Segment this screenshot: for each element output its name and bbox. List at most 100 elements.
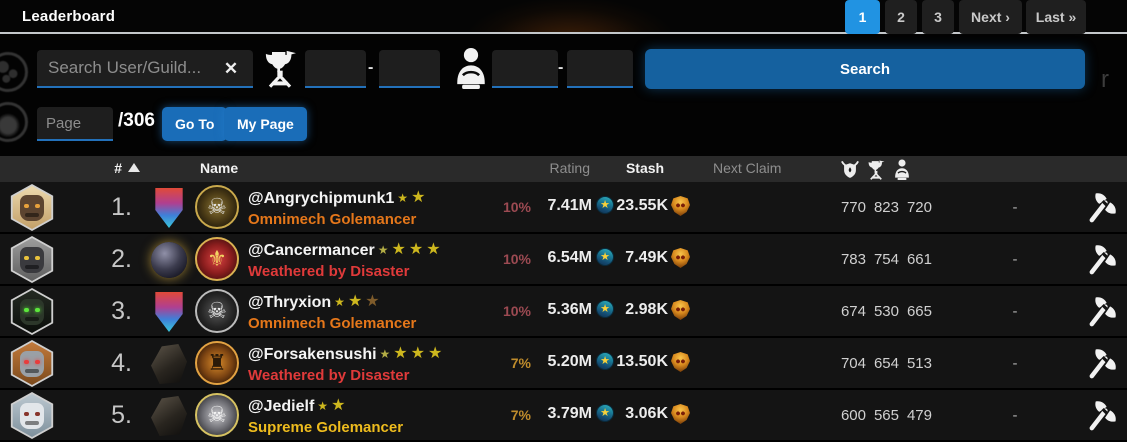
stash-crest-icon [671,248,690,268]
rating-star-icon: ★ [596,352,614,370]
sort-asc-icon[interactable] [128,163,140,172]
star-icon: ★ [331,397,346,414]
username[interactable]: @Forsakensushi [248,346,377,363]
rating-value: 3.79M [547,405,592,422]
my-page-button[interactable]: My Page [224,107,307,141]
guild-crest[interactable]: ☠ [195,393,239,437]
rating-value: 5.36M [547,301,592,318]
column-stash[interactable]: Stash [625,160,665,176]
avatar[interactable] [10,340,54,387]
top-bar: Leaderboard [0,0,1127,34]
star-icon: ★ [379,347,391,361]
total-pages-label: /306 [118,110,155,131]
guild-crest[interactable]: ☠ [195,289,239,333]
page-button-1[interactable]: 1 [845,0,880,34]
next-claim-value: - [1012,355,1018,372]
crest-glyph: ♜ [207,350,227,375]
username[interactable]: @Cancermancer [248,242,375,259]
stat-trophies: 530 [873,303,899,320]
goto-page-button[interactable]: Go To [162,107,228,141]
background-text-fragment: r [1101,66,1109,93]
guild-crest[interactable]: ⚜ [195,237,239,281]
avatar[interactable] [10,392,54,439]
rank-badge [151,344,187,384]
battle-axe-icon[interactable] [1086,244,1117,275]
table-row[interactable]: 4. ♜ @Forsakensushi ★ ★ ★ ★ Weathered by Dis… [0,338,1127,390]
battle-axe-icon[interactable] [1086,348,1117,379]
stat-players: 720 [906,199,932,216]
next-claim-value: - [1012,251,1018,268]
battle-axe-icon[interactable] [1086,296,1117,327]
star-icon: ★ [393,345,408,362]
rating-star-icon: ★ [596,196,614,214]
battle-axe-icon[interactable] [1086,400,1117,431]
background-art [470,0,670,32]
search-button[interactable]: Search [645,49,1085,89]
level-max-input[interactable] [567,50,633,88]
column-name[interactable]: Name [200,160,239,176]
table-row[interactable]: 2. ⚜ @Cancermancer ★ ★ ★ ★ Weathered by Disa… [0,234,1127,286]
avatar[interactable] [10,288,54,335]
last-page-button[interactable]: Last » [1026,0,1086,34]
column-rank[interactable]: # [114,160,122,176]
username[interactable]: @Jedielf [248,398,315,415]
rank-min-input[interactable] [305,50,366,88]
trophy-icon[interactable] [866,159,888,180]
table-row[interactable]: 1. ☠ @Angrychipmunk1 ★ ★ Omnimech Golemanc… [0,182,1127,234]
stash-crest-icon [671,196,690,216]
page-number-input[interactable] [37,107,113,141]
column-rating[interactable]: Rating [549,160,590,176]
rank-number: 2. [111,245,132,273]
player-icon[interactable] [893,159,915,180]
guild-crest[interactable]: ☠ [195,185,239,229]
guild-name[interactable]: Supreme Golemancer [248,419,404,436]
rank-number: 5. [111,401,132,429]
star-icon: ★ [391,241,406,258]
rating-percent: 10% [502,303,531,319]
shield-crossed-swords-icon[interactable] [839,159,861,179]
page-title: Leaderboard [22,8,116,25]
sidebar-orb-icon [0,52,28,92]
stat-players: 479 [906,407,932,424]
username[interactable]: @Thryxion [248,294,332,311]
guild-name[interactable]: Omnimech Golemancer [248,211,417,228]
rank-number: 4. [111,349,132,377]
rank-badge [151,396,187,436]
table-row[interactable]: 5. ☠ @Jedielf ★ ★ Supreme Golemancer 7% 3.… [0,390,1127,442]
guild-crest[interactable]: ♜ [195,341,239,385]
star-icon: ★ [397,191,409,205]
star-icon: ★ [347,293,363,310]
stash-value: 2.98K [625,301,668,318]
page-button-3[interactable]: 3 [922,0,954,34]
next-page-button[interactable]: Next › [959,0,1022,34]
star-icon: ★ [411,189,426,206]
clear-search-icon[interactable]: ✕ [219,57,243,81]
next-claim-value: - [1012,407,1018,424]
guild-name[interactable]: Weathered by Disaster [248,367,410,384]
table-row[interactable]: 3. ☠ @Thryxion ★ ★ ★ Omnimech Golemancer 10… [0,286,1127,338]
rating-star-icon: ★ [596,248,614,266]
avatar[interactable] [10,184,54,231]
page-button-2[interactable]: 2 [885,0,917,34]
stat-trophies: 654 [873,355,899,372]
rank-badge [155,188,183,228]
guild-name[interactable]: Weathered by Disaster [248,263,410,280]
guild-name[interactable]: Omnimech Golemancer [248,315,417,332]
star-icon: ★ [408,241,424,258]
rank-max-input[interactable] [379,50,440,88]
search-input[interactable] [37,50,253,88]
level-min-input[interactable] [492,50,558,88]
stash-value: 7.49K [625,249,668,266]
stash-value: 3.06K [625,405,668,422]
rating-percent: 7% [510,355,531,371]
stat-shields: 600 [840,407,866,424]
rating-percent: 10% [502,251,531,267]
column-next-claim[interactable]: Next Claim [713,160,782,176]
battle-axe-icon[interactable] [1086,192,1117,223]
rating-value: 7.41M [547,197,592,214]
crest-glyph: ☠ [207,194,227,219]
star-icon: ★ [317,399,329,413]
rank-badge [151,242,187,278]
username[interactable]: @Angrychipmunk1 [248,190,395,207]
avatar[interactable] [10,236,54,283]
